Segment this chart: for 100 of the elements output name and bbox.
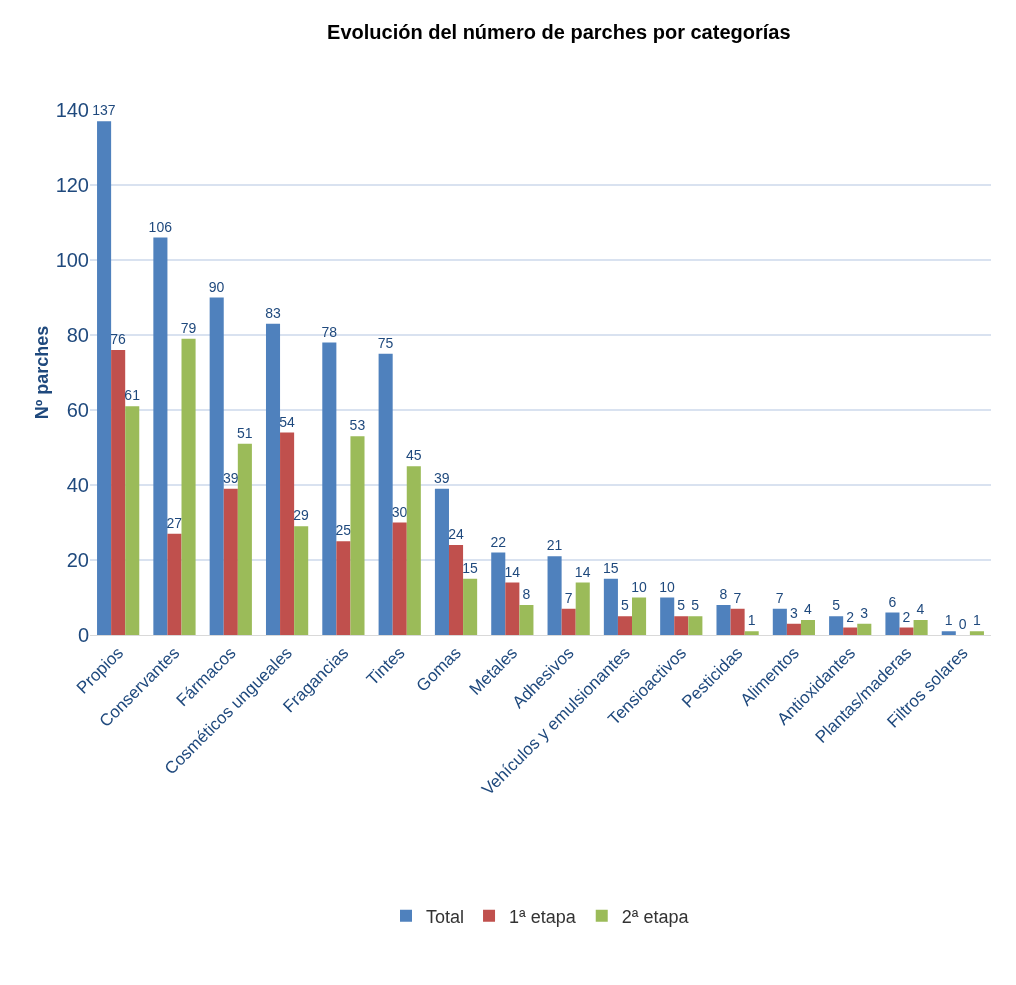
bar	[378, 353, 393, 635]
bar	[674, 616, 689, 635]
data-label: 30	[391, 503, 408, 520]
data-label: 79	[180, 319, 197, 336]
data-label: 8	[522, 586, 531, 602]
bar	[322, 342, 337, 635]
bar	[617, 616, 633, 635]
bar	[448, 545, 464, 635]
bar	[913, 620, 928, 635]
bar	[829, 616, 844, 635]
bar	[772, 608, 787, 635]
data-label: 8	[719, 586, 728, 602]
data-label: 4	[803, 601, 812, 617]
data-label: 24	[448, 526, 464, 542]
legend-label: Total	[426, 906, 465, 927]
bar	[575, 582, 590, 635]
bar	[491, 552, 506, 635]
y-tick-label: 100	[55, 249, 89, 271]
data-label: 15	[603, 559, 619, 576]
bar	[941, 631, 956, 635]
bar	[125, 406, 140, 635]
data-label: 7	[733, 589, 742, 606]
y-tick-label: 20	[66, 549, 89, 571]
data-label: 5	[832, 597, 841, 614]
legend-label: 1ª etapa	[509, 906, 577, 927]
bar	[406, 466, 421, 635]
data-label: 75	[377, 334, 394, 351]
data-label: 25	[335, 522, 352, 539]
data-label: 106	[148, 218, 173, 235]
bar	[280, 432, 295, 635]
data-label: 10	[659, 578, 676, 595]
bar	[547, 556, 562, 635]
bar	[209, 297, 224, 635]
bar	[744, 631, 759, 635]
bar	[660, 597, 675, 635]
data-label: 54	[279, 413, 295, 430]
bar	[167, 533, 182, 635]
data-label: 3	[789, 604, 798, 621]
bar	[519, 605, 534, 635]
y-tick-label: 80	[66, 324, 89, 346]
data-label: 78	[321, 323, 338, 340]
data-label: 1	[972, 612, 981, 629]
data-label: 1	[944, 612, 953, 629]
bar	[730, 608, 745, 635]
data-label: 0	[958, 616, 967, 632]
bar	[265, 323, 281, 635]
bar	[632, 597, 647, 635]
bar	[97, 121, 112, 635]
bar	[786, 623, 801, 635]
data-label: 4	[916, 601, 925, 617]
bar	[181, 338, 196, 635]
bar	[392, 522, 407, 635]
data-label: 39	[434, 469, 450, 486]
data-label: 21	[546, 537, 563, 554]
y-axis-title: Nº parches	[31, 325, 52, 420]
bar	[336, 541, 351, 635]
legend-label: 2ª etapa	[621, 906, 690, 927]
bar	[434, 488, 449, 635]
bar	[505, 582, 520, 635]
bar	[223, 488, 238, 635]
bar	[857, 623, 872, 635]
chart-title: Evolución del número de parches por categorías	[327, 20, 791, 43]
bar	[688, 616, 703, 635]
data-label: 14	[574, 563, 591, 580]
bar	[294, 526, 309, 635]
data-label: 14	[504, 563, 521, 580]
bar	[969, 631, 984, 635]
bar	[843, 627, 858, 635]
data-label: 53	[349, 417, 366, 434]
bar	[800, 620, 816, 635]
data-label: 22	[490, 533, 507, 550]
bar	[237, 443, 252, 635]
y-tick-label: 60	[66, 399, 89, 421]
bar	[716, 605, 731, 635]
y-tick-label: 40	[66, 474, 89, 496]
data-label: 5	[620, 597, 629, 614]
data-label: 2	[846, 608, 855, 625]
data-label: 27	[166, 514, 183, 531]
data-label: 10	[631, 578, 647, 595]
y-tick-label: 0	[77, 624, 89, 646]
data-label: 7	[564, 589, 573, 606]
data-label: 15	[462, 559, 478, 576]
y-tick-label: 120	[55, 174, 89, 196]
data-label: 1	[747, 612, 756, 629]
bar	[561, 608, 576, 635]
data-label: 83	[265, 304, 281, 321]
data-label: 5	[677, 597, 686, 614]
data-label: 7	[775, 589, 784, 606]
data-label: 2	[902, 608, 911, 625]
data-label: 76	[110, 331, 127, 347]
bar	[463, 578, 478, 635]
bar	[153, 237, 168, 635]
bar	[111, 350, 126, 635]
data-label: 90	[208, 278, 225, 295]
data-label: 137	[92, 102, 116, 119]
data-label: 6	[888, 593, 897, 610]
bar	[603, 578, 618, 635]
data-label: 3	[860, 604, 869, 621]
y-tick-label: 140	[55, 99, 89, 121]
data-label: 61	[124, 387, 141, 404]
